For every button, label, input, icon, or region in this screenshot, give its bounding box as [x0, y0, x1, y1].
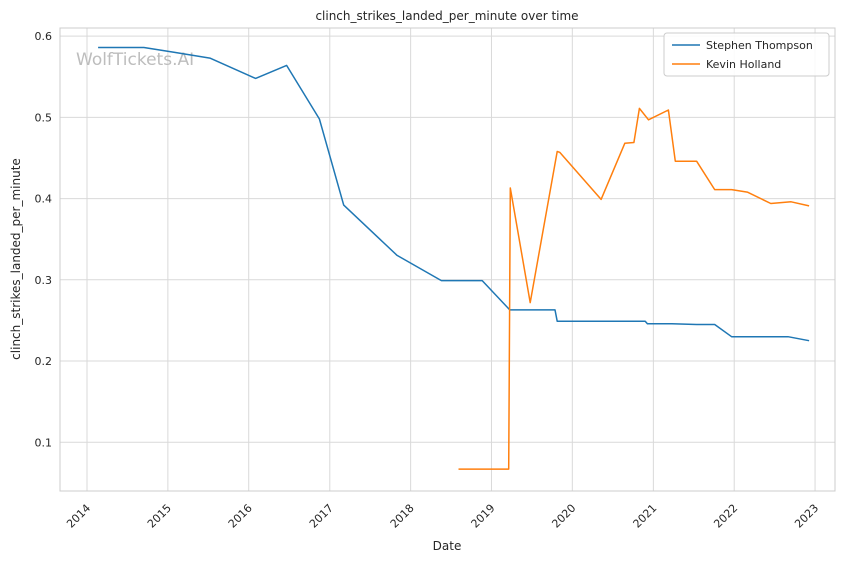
x-axis-title: Date [433, 539, 462, 553]
plot-area-frame [59, 27, 836, 492]
x-tick-label: 2023 [792, 502, 821, 531]
y-axis-ticks: 0.1 0.2 0.3 0.4 0.5 0.6 [35, 30, 53, 449]
y-tick-label: 0.5 [35, 111, 53, 124]
x-tick-label: 2019 [469, 502, 498, 531]
legend-label-kevin-holland: Kevin Holland [706, 58, 781, 71]
y-tick-label: 0.6 [35, 30, 53, 43]
watermark-text: WolfTickets.AI [76, 50, 194, 70]
x-tick-label: 2020 [549, 502, 578, 531]
y-axis-title: clinch_strikes_landed_per_minute [9, 158, 23, 360]
y-tick-label: 0.2 [35, 355, 53, 368]
chart-title: clinch_strikes_landed_per_minute over ti… [315, 9, 578, 23]
y-tick-label: 0.1 [35, 436, 53, 449]
series-line-stephen-thompson [98, 46, 810, 342]
x-tick-label: 2021 [631, 502, 660, 531]
grid [60, 28, 835, 491]
series-line-kevin-holland [458, 107, 810, 470]
x-tick-label: 2015 [145, 502, 174, 531]
series-layer [98, 46, 810, 470]
legend-box [663, 32, 830, 77]
x-tick-label: 2016 [226, 502, 255, 531]
x-tick-label: 2017 [307, 502, 336, 531]
legend-label-stephen-thompson: Stephen Thompson [706, 39, 813, 52]
x-axis-ticks: 2014 2015 2016 2017 2018 2019 2020 2021 2022 2023 [64, 502, 821, 531]
legend: Stephen Thompson Kevin Holland [663, 32, 830, 77]
x-tick-label: 2022 [711, 502, 740, 531]
x-tick-label: 2018 [388, 502, 417, 531]
x-tick-label: 2014 [64, 502, 93, 531]
y-tick-label: 0.3 [35, 274, 53, 287]
y-tick-label: 0.4 [35, 193, 53, 206]
